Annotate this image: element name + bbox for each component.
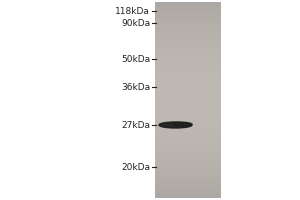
- Text: 90kDa: 90kDa: [121, 19, 150, 27]
- Text: 118kDa: 118kDa: [115, 6, 150, 16]
- Text: 20kDa: 20kDa: [121, 162, 150, 171]
- Text: 36kDa: 36kDa: [121, 83, 150, 92]
- Ellipse shape: [174, 122, 192, 126]
- Text: 50kDa: 50kDa: [121, 54, 150, 64]
- Text: 27kDa: 27kDa: [121, 120, 150, 130]
- Ellipse shape: [159, 122, 192, 128]
